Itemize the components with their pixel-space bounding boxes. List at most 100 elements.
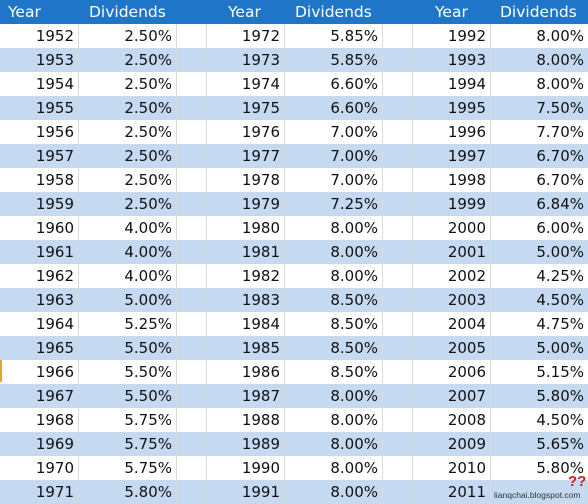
year-cell: 1962	[35, 267, 74, 285]
year-cell: 1978	[241, 171, 280, 189]
dividend-cell: 8.00%	[536, 27, 584, 45]
year-cell: 2009	[447, 435, 486, 453]
dividend-cell: 5.50%	[124, 387, 172, 405]
dividend-cell: 8.00%	[330, 387, 378, 405]
year-cell: 1999	[447, 195, 486, 213]
table-row: 1957 2.50% 1977 7.00% 1997 6.70%	[0, 144, 588, 168]
header-year: Year	[228, 3, 261, 21]
year-cell: 1972	[241, 27, 280, 45]
dividend-cell: 4.00%	[124, 243, 172, 261]
dividend-cell: 5.80%	[536, 387, 584, 405]
dividend-cell: 8.00%	[330, 483, 378, 501]
year-cell: 1989	[241, 435, 280, 453]
year-cell: 1977	[241, 147, 280, 165]
year-cell: 2007	[447, 387, 486, 405]
table-row: 1964 5.25% 1984 8.50% 2004 4.75%	[0, 312, 588, 336]
dividend-cell: 5.15%	[536, 363, 584, 381]
year-cell: 1996	[447, 123, 486, 141]
dividend-cell: 5.75%	[124, 435, 172, 453]
column-divider	[412, 24, 413, 504]
header-year: Year	[8, 3, 41, 21]
dividend-cell: 4.00%	[124, 267, 172, 285]
year-cell: 1992	[447, 27, 486, 45]
year-cell: 1958	[35, 171, 74, 189]
dividend-cell: 6.60%	[330, 75, 378, 93]
dividend-cell: 5.25%	[124, 315, 172, 333]
year-cell: 2002	[447, 267, 486, 285]
year-cell: 2000	[447, 219, 486, 237]
dividend-cell: 4.25%	[536, 267, 584, 285]
year-cell: 1961	[35, 243, 74, 261]
year-cell: 1974	[241, 75, 280, 93]
year-cell: 2010	[447, 459, 486, 477]
year-cell: 1981	[241, 243, 280, 261]
dividend-cell: 5.50%	[124, 339, 172, 357]
header-year: Year	[435, 3, 468, 21]
year-cell: 1952	[35, 27, 74, 45]
year-cell: 2011	[447, 483, 486, 501]
table-row: 1969 5.75% 1989 8.00% 2009 5.65%	[0, 432, 588, 456]
year-cell: 1983	[241, 291, 280, 309]
year-cell: 1979	[241, 195, 280, 213]
year-cell: 1988	[241, 411, 280, 429]
year-cell: 1953	[35, 51, 74, 69]
dividend-cell: 6.60%	[330, 99, 378, 117]
year-cell: 1966	[35, 363, 74, 381]
dividend-cell: 5.50%	[124, 363, 172, 381]
column-divider	[490, 24, 491, 504]
year-cell: 1994	[447, 75, 486, 93]
table-row: 1956 2.50% 1976 7.00% 1996 7.70%	[0, 120, 588, 144]
table-row: 1960 4.00% 1980 8.00% 2000 6.00%	[0, 216, 588, 240]
year-cell: 1984	[241, 315, 280, 333]
year-cell: 1987	[241, 387, 280, 405]
dividend-cell: 8.00%	[330, 459, 378, 477]
year-cell: 1971	[35, 483, 74, 501]
table-row: 1955 2.50% 1975 6.60% 1995 7.50%	[0, 96, 588, 120]
year-cell: 1969	[35, 435, 74, 453]
dividend-cell: 2.50%	[124, 195, 172, 213]
dividend-cell: 2.50%	[124, 75, 172, 93]
year-cell: 1995	[447, 99, 486, 117]
dividend-cell: 2.50%	[124, 147, 172, 165]
year-cell: 1982	[241, 267, 280, 285]
dividend-cell: 8.00%	[536, 75, 584, 93]
table-row: 1962 4.00% 1982 8.00% 2002 4.25%	[0, 264, 588, 288]
table-row: 1961 4.00% 1981 8.00% 2001 5.00%	[0, 240, 588, 264]
dividend-cell: 4.75%	[536, 315, 584, 333]
year-cell: 2004	[447, 315, 486, 333]
year-cell: 1975	[241, 99, 280, 117]
table-row: 1959 2.50% 1979 7.25% 1999 6.84%	[0, 192, 588, 216]
header-dividends: Dividends	[500, 3, 577, 21]
dividend-cell: 5.85%	[330, 27, 378, 45]
year-cell: 1970	[35, 459, 74, 477]
dividend-cell: 5.85%	[330, 51, 378, 69]
dividend-cell: 8.50%	[330, 363, 378, 381]
dividend-cell: 7.25%	[330, 195, 378, 213]
dividend-cell: 4.50%	[536, 411, 584, 429]
dividend-cell: 5.80%	[124, 483, 172, 501]
year-cell: 2003	[447, 291, 486, 309]
year-cell: 1990	[241, 459, 280, 477]
header-dividends: Dividends	[295, 3, 372, 21]
year-cell: 2001	[447, 243, 486, 261]
year-cell: 1998	[447, 171, 486, 189]
year-cell: 1956	[35, 123, 74, 141]
watermark: lianqchai.blogspot.com	[494, 490, 581, 500]
table-row: 1953 2.50% 1973 5.85% 1993 8.00%	[0, 48, 588, 72]
dividend-cell: 5.75%	[124, 411, 172, 429]
table-row: 1970 5.75% 1990 8.00% 2010 5.80%	[0, 456, 588, 480]
year-cell: 2005	[447, 339, 486, 357]
column-divider	[78, 24, 79, 504]
year-cell: 1973	[241, 51, 280, 69]
year-cell: 1993	[447, 51, 486, 69]
dividend-cell: 4.50%	[536, 291, 584, 309]
year-cell: 1980	[241, 219, 280, 237]
dividend-cell: 4.00%	[124, 219, 172, 237]
row-selection-marker	[0, 360, 2, 382]
table-header-row: Year Dividends Year Dividends Year Divid…	[0, 0, 588, 24]
column-divider	[382, 24, 383, 504]
dividend-cell: 2.50%	[124, 51, 172, 69]
table-row: 1952 2.50% 1972 5.85% 1992 8.00%	[0, 24, 588, 48]
table-row: 1965 5.50% 1985 8.50% 2005 5.00%	[0, 336, 588, 360]
